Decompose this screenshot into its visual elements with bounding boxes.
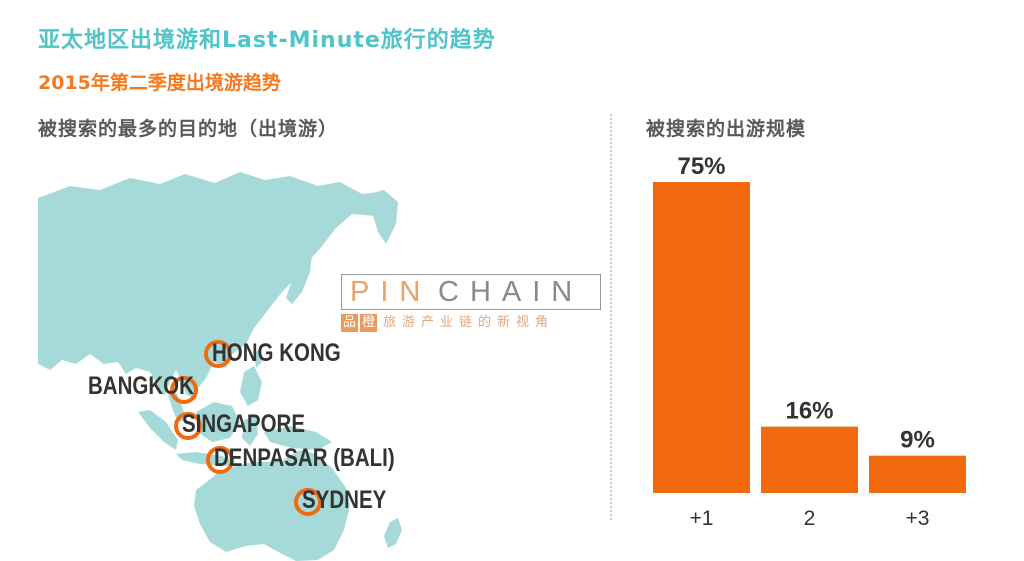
bangkok-marker bbox=[170, 376, 198, 404]
trip-size-bar-chart: 75% 16% 9% +1 2 +3 bbox=[653, 153, 966, 530]
map-mainland-asia bbox=[38, 172, 392, 400]
section-divider bbox=[610, 114, 612, 520]
map-taiwan bbox=[254, 348, 262, 368]
map-new-zealand bbox=[384, 518, 402, 548]
bar-2 bbox=[761, 426, 858, 493]
map-philippines bbox=[240, 366, 262, 406]
sydney-marker bbox=[294, 488, 322, 516]
watermark-subline: 品橙旅游产业链的新视角 bbox=[341, 311, 555, 332]
chart-section-heading: 被搜索的出游规模 bbox=[646, 118, 807, 140]
watermark-slogan: 旅游产业链的新视角 bbox=[383, 315, 555, 330]
singapore-marker bbox=[174, 412, 202, 440]
category-tick-label-2: 2 bbox=[804, 507, 816, 530]
city-label-denpasar: DENPASAR (BALI) bbox=[214, 444, 395, 472]
bar-value-label-2: 16% bbox=[785, 398, 833, 425]
page-title: 亚太地区出境游和Last-Minute旅行的趋势 bbox=[38, 28, 496, 53]
city-label-singapore: SINGAPORE bbox=[182, 410, 306, 438]
bar-value-label-1: 75% bbox=[677, 153, 725, 180]
watermark-tag-2: 橙 bbox=[360, 314, 378, 332]
page-subtitle: 2015年第二季度出境游趋势 bbox=[38, 72, 281, 94]
map-kamchatka bbox=[368, 190, 398, 244]
map-section-heading: 被搜索的最多的目的地（出境游） bbox=[38, 118, 339, 140]
city-label-bangkok: BANGKOK bbox=[88, 372, 194, 400]
hong-kong-marker bbox=[204, 340, 232, 368]
asia-pacific-map bbox=[38, 172, 402, 561]
category-tick-label-1: +1 bbox=[690, 507, 714, 530]
map-japan bbox=[286, 240, 312, 304]
bar-3 bbox=[869, 455, 966, 493]
map-new-guinea bbox=[264, 426, 332, 450]
map-borneo bbox=[196, 402, 240, 442]
pinchain-watermark: PIN CHAIN bbox=[341, 274, 601, 310]
category-tick-label-3: +3 bbox=[906, 507, 930, 530]
city-label-hong-kong: HONG KONG bbox=[212, 339, 341, 367]
watermark-tag-1: 品 bbox=[341, 314, 359, 332]
bar-value-label-3: 9% bbox=[900, 427, 935, 454]
map-sulawesi bbox=[242, 416, 258, 446]
map-sumatra bbox=[138, 410, 178, 450]
denpasar-marker bbox=[206, 446, 234, 474]
watermark-text-chain: CHAIN bbox=[438, 276, 584, 308]
map-australia bbox=[194, 450, 350, 561]
city-label-sydney: SYDNEY bbox=[302, 486, 387, 514]
bar-1 bbox=[653, 182, 750, 493]
watermark-text-pin: PIN bbox=[350, 276, 432, 308]
